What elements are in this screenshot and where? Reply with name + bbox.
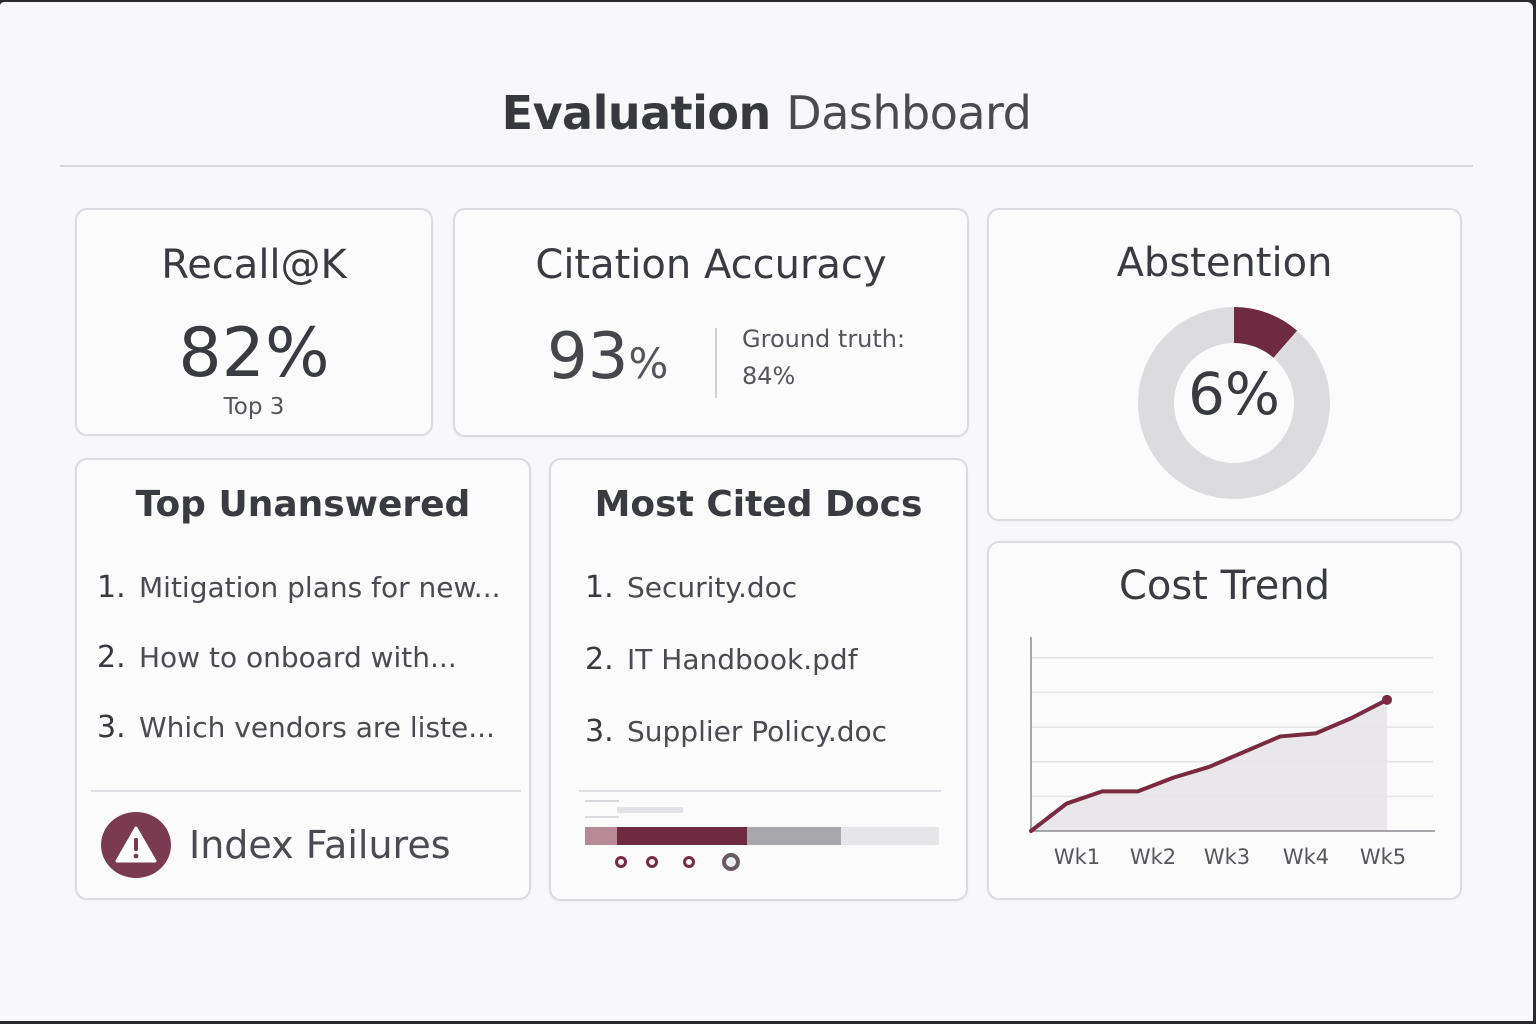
section-divider bbox=[579, 790, 941, 792]
unanswered-list: 1. Mitigation plans for new... 2. How to o… bbox=[97, 570, 501, 780]
list-item[interactable]: 1. Mitigation plans for new... bbox=[97, 570, 501, 640]
pager-dot[interactable] bbox=[646, 856, 658, 868]
ground-truth-value: 84% bbox=[742, 362, 796, 390]
list-item-text: How to onboard with... bbox=[139, 641, 457, 674]
pager-dot-active[interactable] bbox=[722, 853, 740, 871]
abstention-donut-chart bbox=[1138, 307, 1330, 499]
chart-area bbox=[1031, 699, 1387, 831]
abstention-title: Abstention bbox=[1116, 240, 1333, 286]
x-label: Wk3 bbox=[1203, 845, 1251, 869]
page-title-bold: Evaluation bbox=[501, 86, 772, 140]
citation-divider bbox=[715, 328, 717, 398]
list-item-number: 2. bbox=[97, 640, 126, 675]
list-item[interactable]: 2. How to onboard with... bbox=[97, 640, 501, 710]
donut-segment bbox=[1234, 307, 1298, 358]
list-item-text: Supplier Policy.doc bbox=[627, 715, 888, 748]
x-label: Wk1 bbox=[1053, 845, 1101, 869]
list-item-number: 3. bbox=[97, 710, 126, 745]
index-failures-label: Index Failures bbox=[189, 823, 451, 867]
x-label: Wk4 bbox=[1282, 845, 1330, 869]
list-item[interactable]: 1. Security.doc bbox=[585, 570, 887, 642]
cost-title: Cost Trend bbox=[1118, 563, 1331, 609]
warning-triangle-icon bbox=[101, 812, 171, 878]
placeholder-line bbox=[585, 800, 619, 802]
placeholder-line bbox=[585, 816, 619, 818]
pager-dot[interactable] bbox=[615, 856, 627, 868]
list-item-number: 2. bbox=[585, 642, 614, 677]
bar-segment bbox=[747, 827, 841, 845]
citation-distribution-bar bbox=[585, 827, 939, 845]
bar-segment bbox=[617, 827, 747, 845]
list-item-number: 3. bbox=[585, 714, 614, 749]
top-unanswered-card[interactable]: Top Unanswered 1. Mitigation plans for ne… bbox=[75, 458, 531, 900]
list-item-text: Which vendors are liste... bbox=[139, 711, 495, 744]
most-cited-docs-card[interactable]: Most Cited Docs 1. Security.doc 2. IT Hand… bbox=[549, 458, 968, 901]
x-label: Wk5 bbox=[1359, 845, 1407, 869]
bar-segment bbox=[585, 827, 617, 845]
citation-value-number: 93 bbox=[547, 320, 629, 394]
abstention-value: 6% bbox=[1187, 360, 1280, 428]
x-axis-labels: Wk1 Wk2 Wk3 Wk4 Wk5 bbox=[989, 845, 1460, 875]
recall-value: 82% bbox=[178, 314, 330, 393]
list-item-text: Security.doc bbox=[627, 571, 798, 604]
chart-line bbox=[1029, 697, 1389, 833]
list-item[interactable]: 2. IT Handbook.pdf bbox=[585, 642, 887, 714]
abstention-card[interactable]: Abstention 6% bbox=[987, 208, 1462, 521]
pager-dot[interactable] bbox=[683, 856, 695, 868]
page-title: Evaluation Dashboard bbox=[0, 86, 1533, 140]
index-failures-alert[interactable]: Index Failures bbox=[101, 812, 451, 878]
cost-trend-card[interactable]: Cost Trend Wk1 Wk2 Wk3 Wk4 Wk5 bbox=[987, 541, 1462, 900]
chart-endpoint[interactable] bbox=[1382, 694, 1392, 705]
recall-title: Recall@K bbox=[161, 242, 347, 288]
citation-accuracy-card[interactable]: Citation Accuracy 93% Ground truth: 84% bbox=[453, 208, 969, 437]
citation-value: 93% bbox=[547, 320, 668, 394]
cost-trend-chart bbox=[1029, 637, 1435, 833]
cited-list: 1. Security.doc 2. IT Handbook.pdf 3. Suppl… bbox=[585, 570, 887, 786]
pager-dots bbox=[551, 853, 966, 876]
placeholder-line bbox=[617, 807, 683, 813]
recall-subtitle: Top 3 bbox=[223, 394, 285, 420]
page-title-light: Dashboard bbox=[786, 86, 1032, 140]
list-item-text: IT Handbook.pdf bbox=[627, 643, 858, 676]
cited-title: Most Cited Docs bbox=[594, 484, 923, 525]
ground-truth-label: Ground truth: bbox=[742, 325, 906, 353]
list-item[interactable]: 3. Supplier Policy.doc bbox=[585, 714, 887, 786]
title-divider bbox=[60, 165, 1473, 167]
citation-value-unit: % bbox=[628, 339, 669, 388]
x-label: Wk2 bbox=[1129, 845, 1177, 869]
list-item-number: 1. bbox=[97, 570, 126, 605]
list-item[interactable]: 3. Which vendors are liste... bbox=[97, 710, 501, 780]
citation-title: Citation Accuracy bbox=[535, 242, 887, 288]
list-item-number: 1. bbox=[585, 570, 614, 605]
unanswered-title: Top Unanswered bbox=[135, 484, 471, 525]
section-divider bbox=[91, 790, 521, 792]
bar-segment bbox=[841, 827, 939, 845]
recall-card[interactable]: Recall@K 82% Top 3 bbox=[75, 208, 433, 436]
list-item-text: Mitigation plans for new... bbox=[139, 571, 501, 604]
